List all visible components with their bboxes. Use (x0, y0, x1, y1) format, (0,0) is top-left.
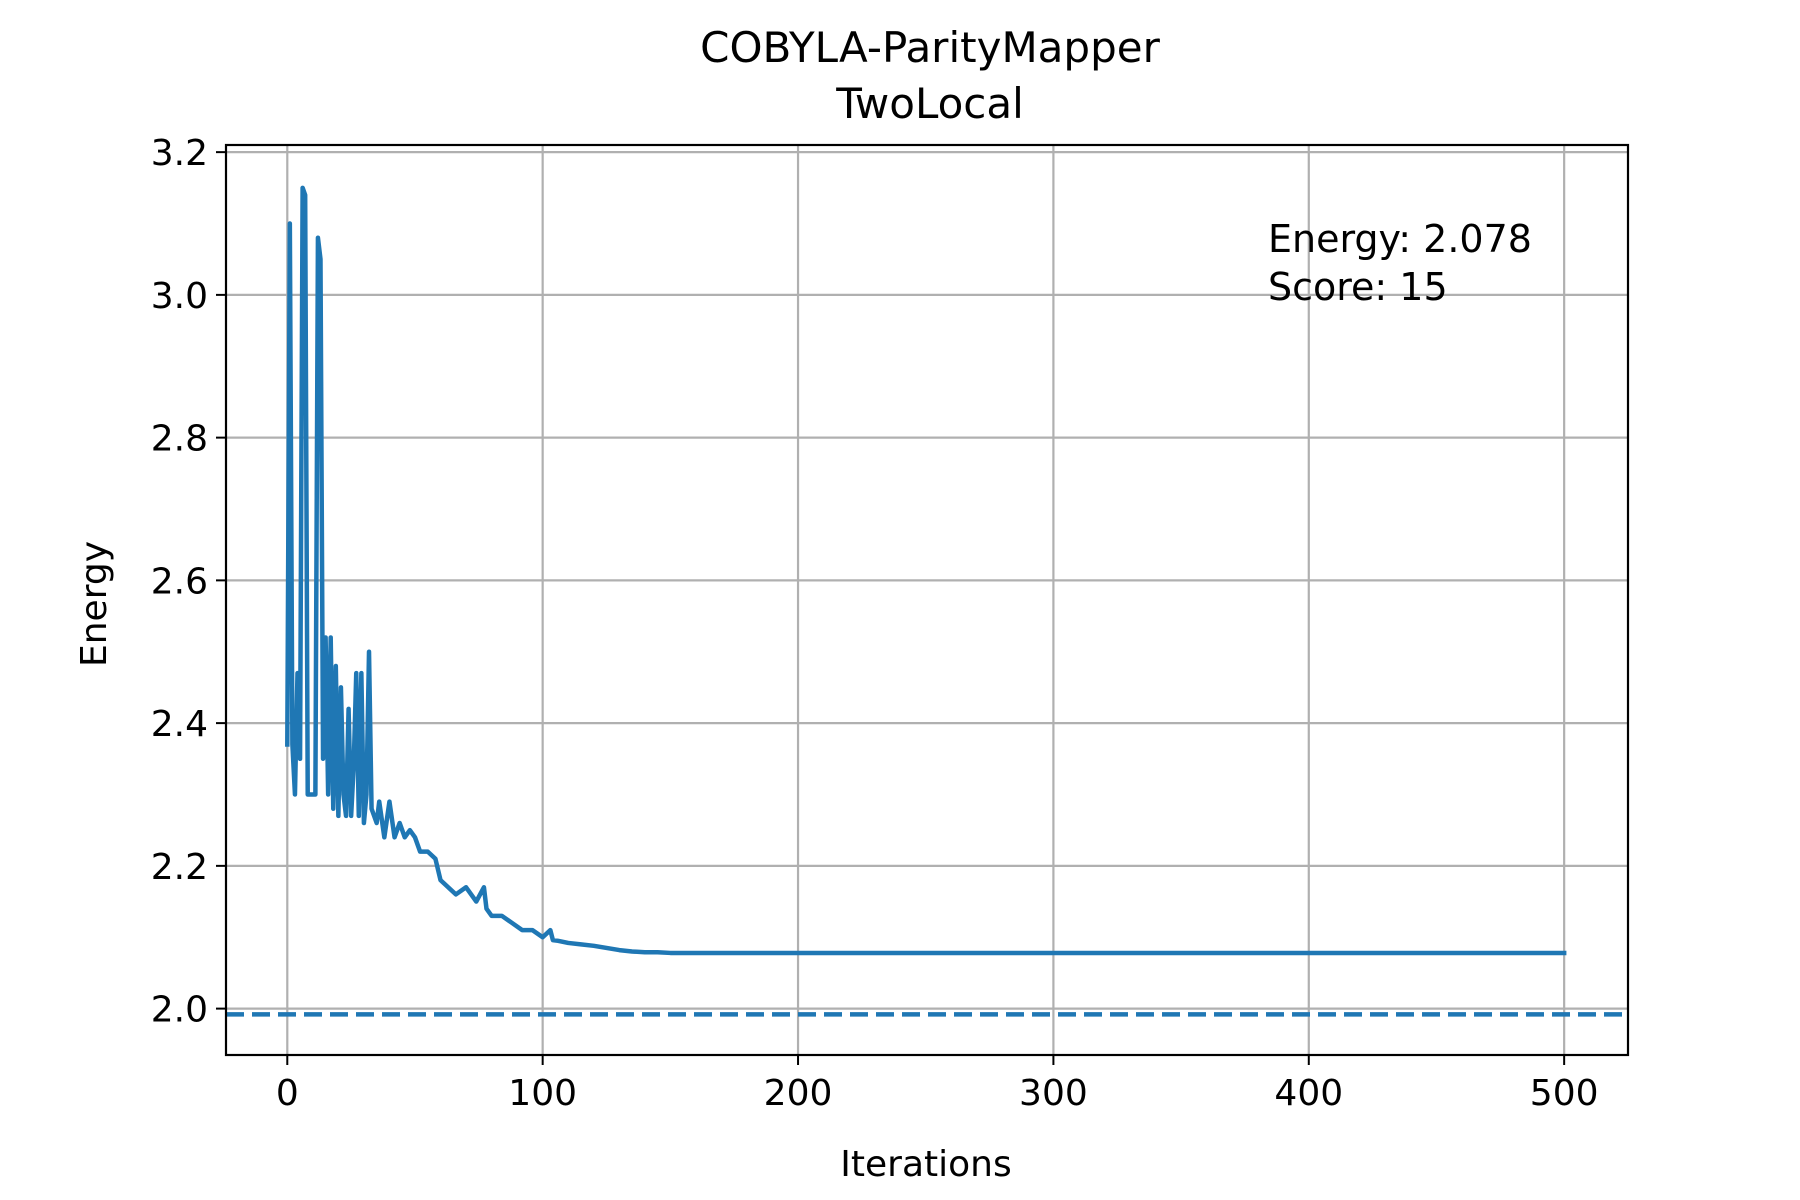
x-axis-ticks: 0 100 200 300 400 500 (276, 1055, 1599, 1114)
x-tick-label: 500 (1530, 1073, 1599, 1114)
series-group (285, 185, 1567, 956)
chart-subtitle: TwoLocal (835, 79, 1024, 128)
y-tick-label: 3.0 (151, 276, 208, 317)
y-tick-label: 2.4 (151, 704, 208, 745)
plot-frame (224, 143, 1630, 1057)
x-axis-label: Iterations (840, 1144, 1011, 1185)
annotation-score: Score: 15 (1268, 265, 1448, 309)
x-tick-label: 0 (276, 1073, 299, 1114)
y-axis-ticks: 2.0 2.2 2.4 2.6 2.8 3.0 3.2 (151, 133, 226, 1031)
chart-title: COBYLA-ParityMapper (700, 23, 1160, 72)
x-tick-label: 200 (764, 1073, 833, 1114)
y-tick-label: 2.8 (151, 419, 208, 460)
grid (226, 145, 1628, 1055)
series-line (285, 185, 1567, 956)
y-tick-label: 2.6 (151, 561, 208, 602)
x-tick-label: 100 (508, 1073, 577, 1114)
y-axis-label: Energy (74, 541, 115, 667)
y-tick-label: 2.2 (151, 847, 208, 888)
y-tick-label: 2.0 (151, 990, 208, 1031)
annotation-energy: Energy: 2.078 (1268, 217, 1532, 261)
y-tick-label: 3.2 (151, 133, 208, 174)
x-tick-label: 400 (1274, 1073, 1343, 1114)
x-tick-label: 300 (1019, 1073, 1088, 1114)
